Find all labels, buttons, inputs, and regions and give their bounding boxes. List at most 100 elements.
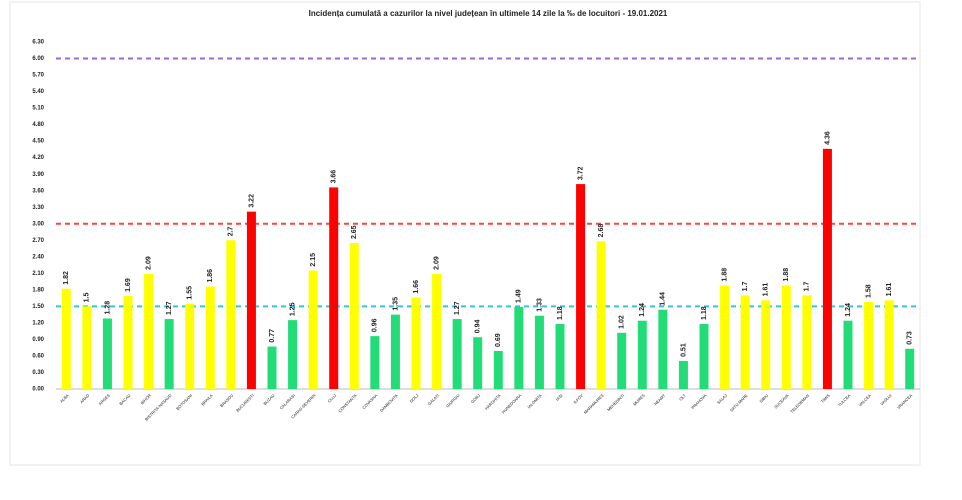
bar (185, 303, 195, 389)
bar (82, 306, 92, 389)
bar (411, 297, 421, 389)
value-label: 1.61 (886, 283, 893, 297)
y-tick-label: 1.50 (32, 304, 44, 310)
y-tick-label: 3.00 (32, 221, 44, 227)
bar (617, 332, 627, 389)
value-label: 1.27 (454, 301, 461, 315)
y-tick-label: 0.60 (32, 354, 44, 360)
y-tick-label: 0.30 (32, 370, 44, 376)
bar (658, 309, 668, 389)
y-tick-label: 0.00 (32, 387, 44, 393)
bar (802, 295, 812, 389)
value-label: 1.88 (783, 268, 790, 282)
bar (761, 300, 771, 389)
value-label: 1.7 (742, 282, 749, 292)
bar (514, 306, 524, 389)
bar (144, 273, 154, 389)
value-label: 1.88 (721, 268, 728, 282)
value-label: 1.18 (701, 306, 708, 320)
value-label: 1.35 (392, 297, 399, 311)
bar (452, 319, 462, 389)
y-tick-label: 2.40 (32, 254, 44, 260)
bar (720, 285, 730, 389)
value-label: 1.66 (413, 280, 420, 294)
bar (288, 320, 298, 389)
y-tick-label: 5.40 (32, 89, 44, 95)
bar (822, 148, 832, 389)
value-label: 2.09 (145, 256, 152, 270)
bar (432, 273, 442, 389)
x-tick-label: IASI (555, 393, 564, 402)
bar (678, 360, 688, 389)
x-tick-label: SIBIU (758, 393, 769, 404)
bar (843, 320, 853, 389)
value-label: 1.49 (516, 289, 523, 303)
y-tick-label: 4.20 (32, 155, 44, 161)
value-label: 4.36 (824, 131, 831, 145)
value-label: 1.25 (289, 302, 296, 316)
value-label: 3.66 (331, 170, 338, 184)
bar (226, 240, 236, 389)
y-tick-label: 0.90 (32, 337, 44, 343)
value-label: 2.68 (598, 224, 605, 238)
bar (61, 288, 71, 389)
value-label: 1.86 (207, 269, 214, 283)
bar (246, 211, 256, 389)
value-label: 2.7 (228, 226, 235, 236)
y-tick-label: 5.10 (32, 106, 44, 112)
bar (267, 346, 277, 389)
y-tick-label: 5.70 (32, 73, 44, 79)
value-label: 1.44 (660, 292, 667, 306)
x-tick-label: CLUJ (327, 393, 338, 404)
x-tick-label: DOLJ (409, 393, 420, 404)
y-tick-label: 3.90 (32, 172, 44, 178)
y-tick-label: 3.30 (32, 205, 44, 211)
bar (555, 324, 565, 389)
bar (884, 300, 894, 389)
value-label: 0.96 (372, 318, 379, 332)
bar (905, 348, 915, 389)
y-tick-label: 2.10 (32, 271, 44, 277)
y-tick-label: 2.70 (32, 238, 44, 244)
bar (864, 301, 874, 389)
value-label: 3.72 (577, 166, 584, 180)
value-label: 1.69 (125, 278, 132, 292)
y-tick-label: 3.60 (32, 188, 44, 194)
y-tick-label: 1.80 (32, 287, 44, 293)
bar (576, 184, 586, 389)
value-label: 1.33 (536, 298, 543, 312)
value-label: 1.7 (804, 282, 811, 292)
y-tick-label: 6.30 (32, 40, 44, 46)
value-label: 1.24 (845, 303, 852, 317)
x-tick-label: OLT (678, 393, 687, 402)
value-label: 1.58 (865, 284, 872, 298)
bar (205, 286, 215, 389)
bar (329, 187, 339, 389)
bar (740, 295, 750, 389)
value-label: 1.82 (63, 271, 70, 285)
value-label: 1.24 (639, 303, 646, 317)
value-label: 1.02 (619, 315, 626, 329)
bar (637, 320, 647, 389)
value-label: 0.77 (269, 329, 276, 343)
y-tick-label: 1.20 (32, 320, 44, 326)
y-tick-label: 4.80 (32, 122, 44, 128)
bar (370, 336, 380, 389)
value-label: 2.15 (310, 253, 317, 267)
bar (781, 285, 791, 389)
x-tick-label: ARAD (79, 393, 90, 404)
value-label: 1.27 (166, 301, 173, 315)
bar (123, 295, 133, 389)
bar (349, 243, 359, 389)
bar (473, 337, 483, 389)
x-tick-label: TIMIS (820, 393, 831, 404)
bar (534, 315, 544, 389)
value-label: 1.28 (104, 301, 111, 315)
x-tick-label: ALBA (59, 393, 70, 404)
value-label: 0.69 (495, 333, 502, 347)
value-label: 1.61 (763, 283, 770, 297)
value-label: 0.51 (680, 343, 687, 357)
value-label: 0.73 (907, 331, 914, 345)
value-label: 1.18 (557, 306, 564, 320)
